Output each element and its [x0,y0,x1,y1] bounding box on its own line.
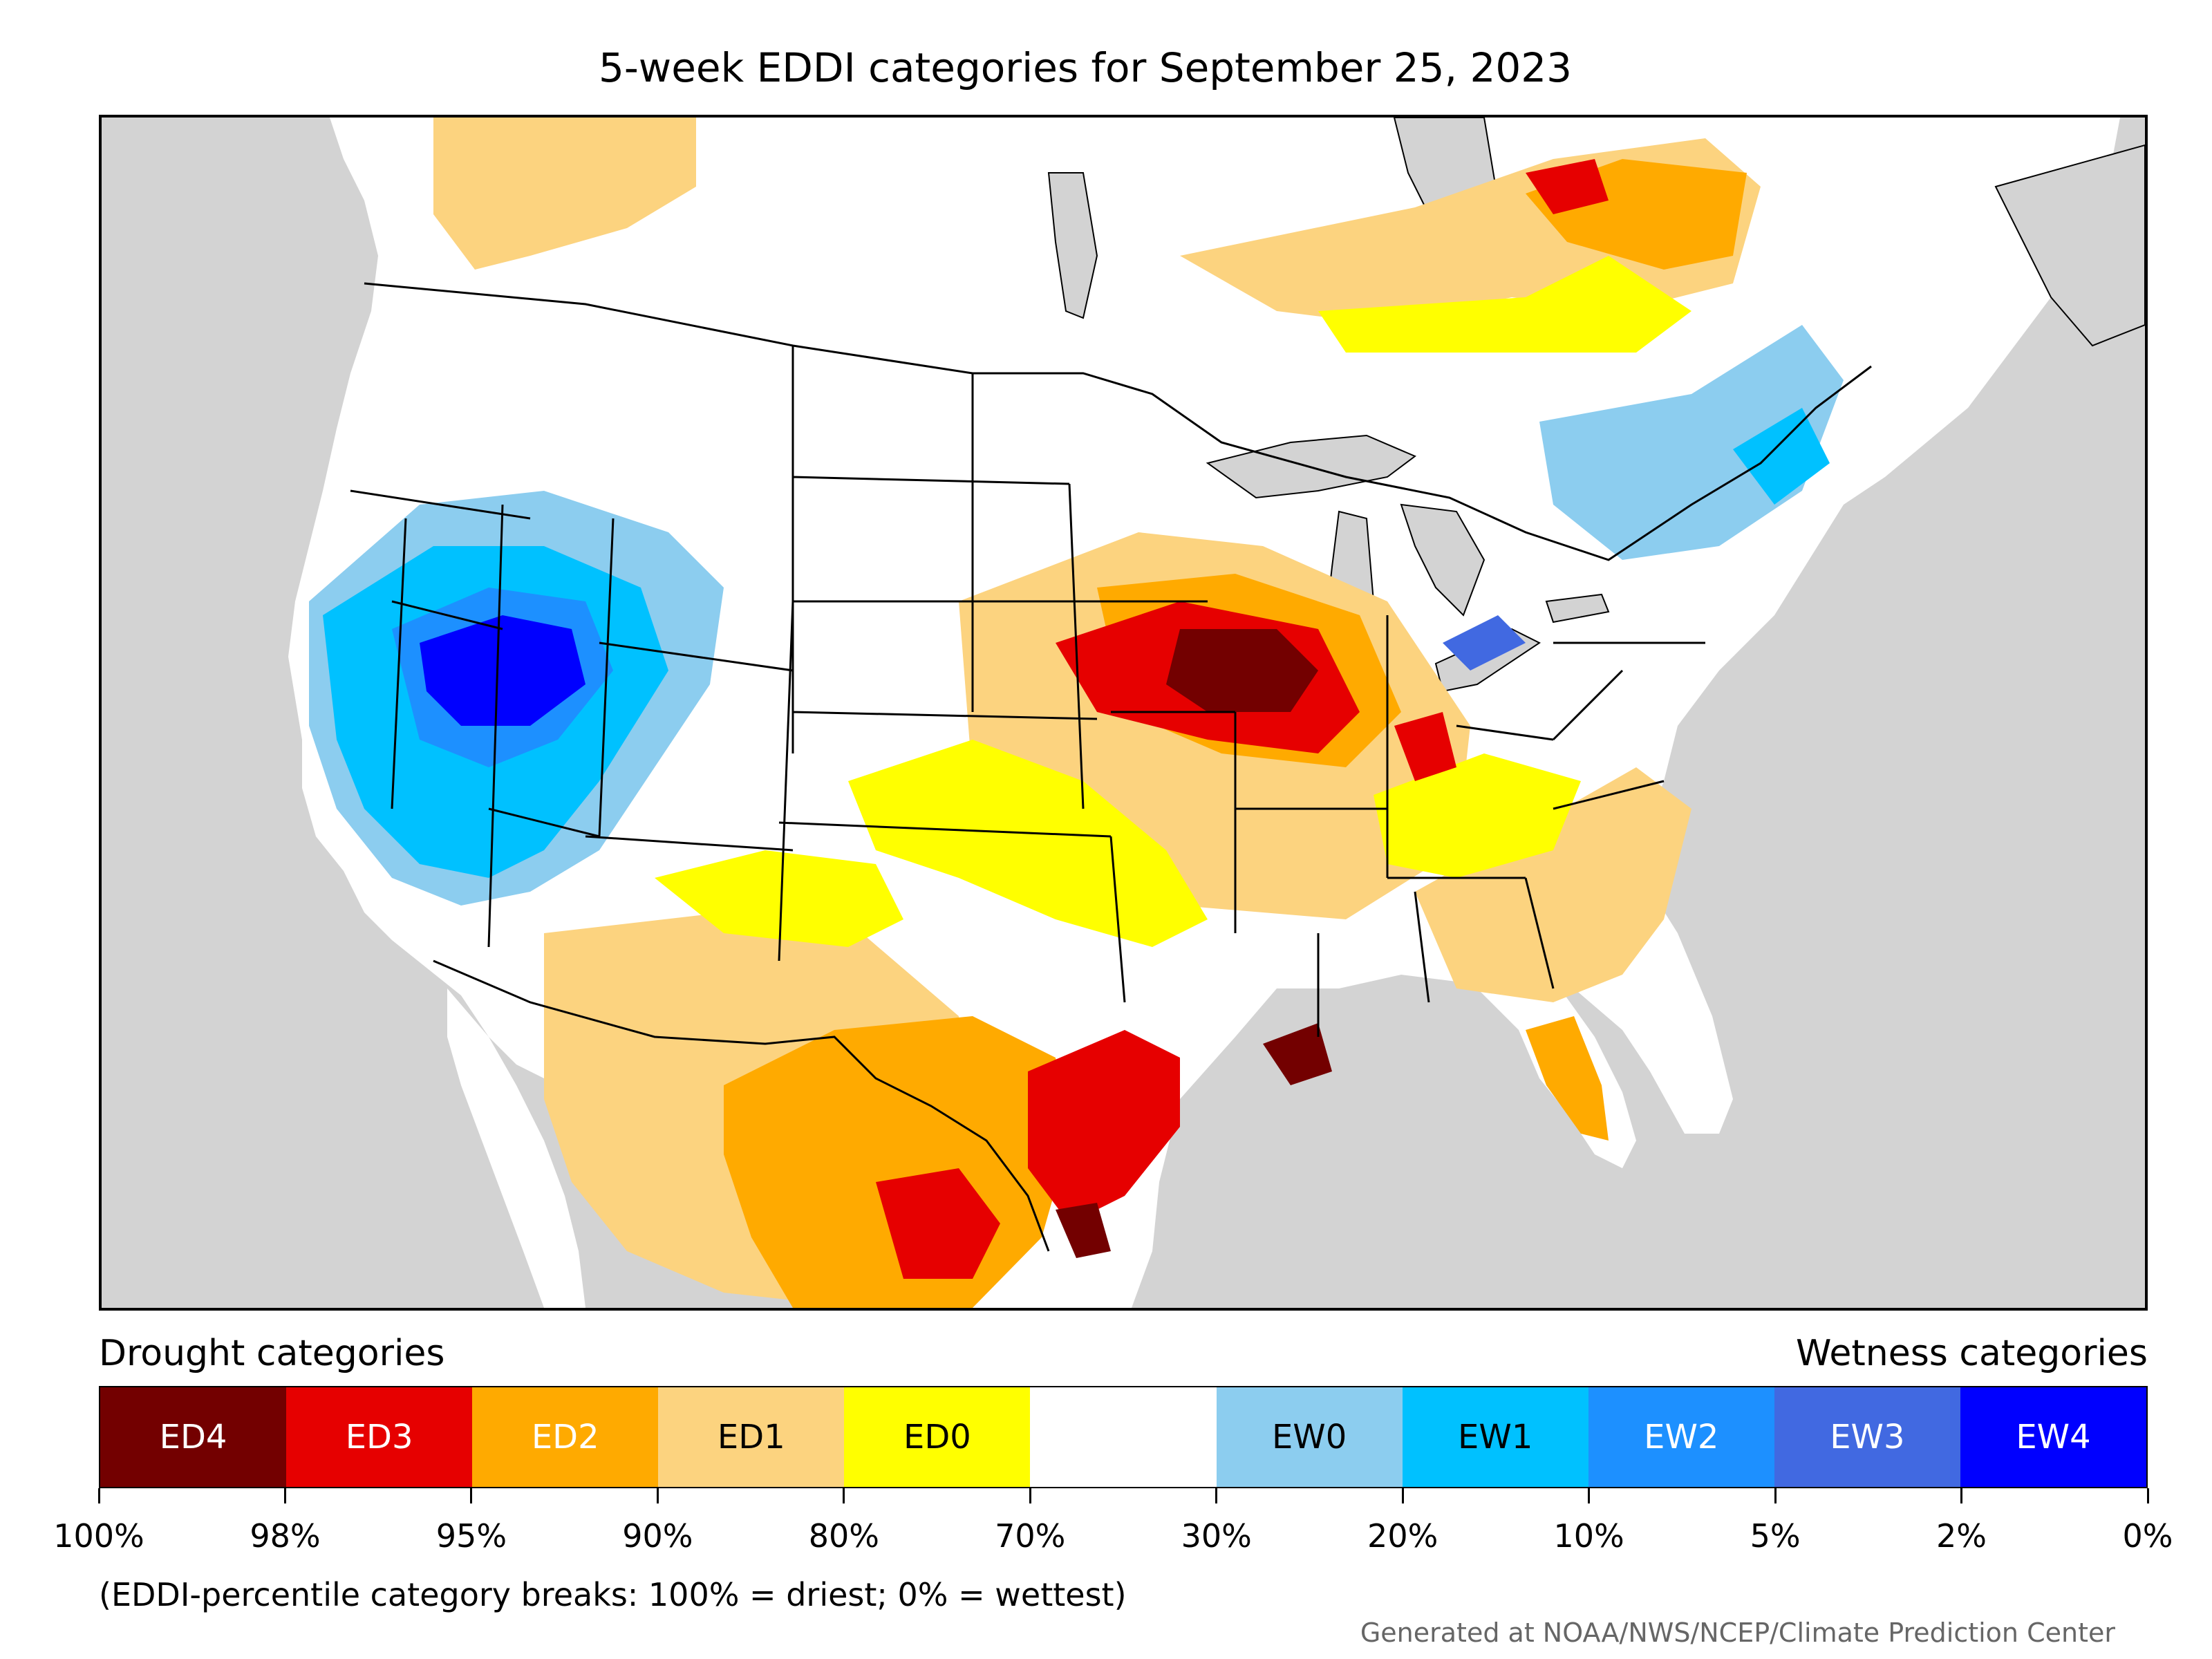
colorbar-ticks [97,1488,2149,1509]
colorbar-tick [1401,1488,1404,1503]
ed3-mexico [876,1168,1000,1279]
category-colorbar: ED4 ED3 ED2 ED1 ED0 EW0 EW1 EW2 EW3 EW4 [99,1386,2148,1488]
colorbar-tick-label: 5% [1750,1517,1801,1555]
drought-categories-heading: Drought categories [99,1333,445,1374]
state-borders [350,282,1872,1252]
colorbar-cell-ew2: EW2 [1588,1387,1774,1487]
colorbar-tick [97,1488,100,1503]
colorbar-cell-ew0: EW0 [1216,1387,1403,1487]
colorbar-cell-ed3: ED3 [286,1387,473,1487]
ed4-iowa-minnesota [1166,629,1318,712]
colorbar-cell-ed4: ED4 [100,1387,287,1487]
lake-winnipeg [1047,172,1098,319]
ew1-new-england [1733,408,1830,505]
colorbar-tick-label: 0% [2122,1517,2173,1555]
ed0-ohio-valley [1374,753,1581,878]
ed1-southeast [1415,767,1691,1002]
ed3-texas [1028,1030,1180,1224]
lake-huron [1400,503,1485,617]
ed4-south-texas [1056,1203,1111,1258]
colorbar-tick-label: 80% [808,1517,879,1555]
colorbar-tick [656,1488,659,1503]
wetness-categories-heading: Wetness categories [1796,1333,2148,1374]
colorbar-tick [283,1488,286,1503]
border-lines-east [1234,615,1705,1037]
colorbar-tick-label: 95% [435,1517,507,1555]
us-mexico-border [433,959,1050,1252]
category-patches [309,118,1844,1308]
colorbar-cell-ed2: ED2 [472,1387,659,1487]
ew3-great-lakes [1443,615,1526,671]
colorbar-tick-label: 100% [53,1517,144,1555]
us-canada-border [364,282,1872,561]
gulf-st-lawrence [1994,144,2145,347]
colorbar-cell-ed0: ED0 [844,1387,1031,1487]
ed0-canada [1318,256,1691,353]
lake-ontario [1545,593,1610,624]
credit-line: Generated at NOAA/NWS/NCEP/Climate Predi… [1360,1618,2115,1648]
ed4-louisiana [1263,1023,1332,1085]
ed0-central [848,740,1208,947]
colorbar-cell-ew3: EW3 [1774,1387,1960,1487]
colorbar-tick-label: 10% [1553,1517,1624,1555]
ed2-florida [1526,1016,1609,1141]
colorbar-tick [2146,1488,2149,1503]
colorbar-tick-label: 30% [1181,1517,1252,1555]
ed3-indiana [1394,712,1456,781]
ew4-core [420,615,585,726]
ed3-quebec [1526,159,1609,214]
colorbar-tick-label: 90% [622,1517,693,1555]
colorbar-cell-none [1030,1387,1217,1487]
colorbar-tick-label: 20% [1367,1517,1438,1555]
colorbar-tick [1588,1488,1591,1503]
colorbar-tick [470,1488,473,1503]
colorbar-tick [1029,1488,1031,1503]
map-canvas [102,118,2145,1308]
border-lines-central [778,346,1235,1003]
colorbar-cell-ew4: EW4 [1960,1387,2147,1487]
eddi-map [99,115,2148,1311]
border-lines-west [350,489,794,962]
colorbar-tick-labels: 100% 98% 95% 90% 80% 70% 30% 20% 10% 5% 2% 0% [53,1517,2173,1559]
baja-california [447,988,585,1308]
colorbar-tick-label: 70% [995,1517,1066,1555]
ew0-northeast [1539,325,1844,560]
colorbar-tick [1774,1488,1777,1503]
colorbar-tick-label: 98% [250,1517,321,1555]
colorbar-tick-label: 2% [1936,1517,1987,1555]
colorbar-cell-ed1: ED1 [658,1387,845,1487]
map-title: 5-week EDDI categories for September 25,… [598,44,1573,91]
colorbar-cell-ew1: EW1 [1402,1387,1588,1487]
ed1-northwest [433,118,696,270]
colorbar-tick [1215,1488,1218,1503]
colorbar-tick [1960,1488,1963,1503]
colorbar-tick [843,1488,845,1503]
ed0-southern-plains [655,850,903,947]
category-note: (EDDI-percentile category breaks: 100% =… [99,1576,1127,1613]
